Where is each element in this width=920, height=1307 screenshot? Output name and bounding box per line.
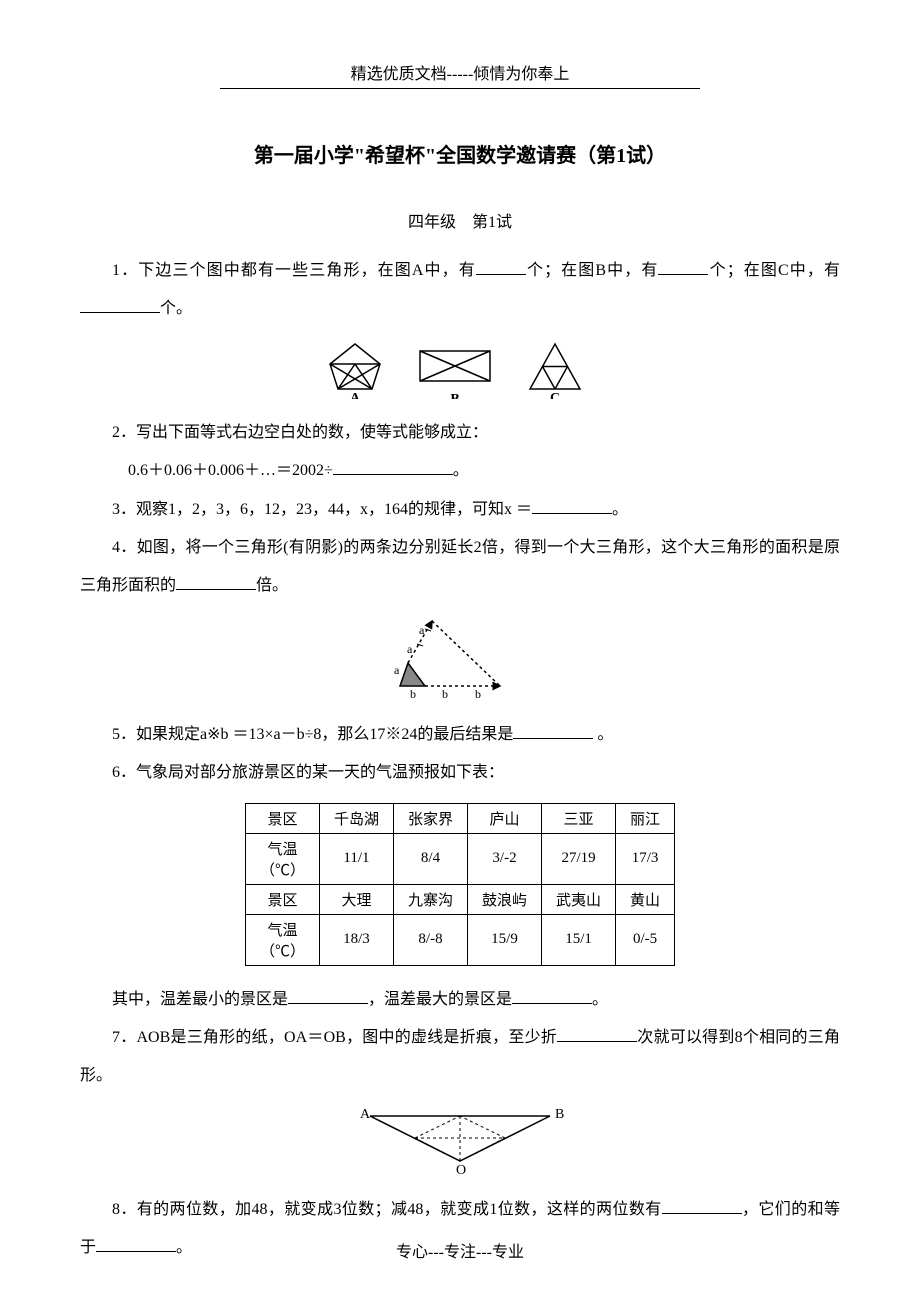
q6-text-b: 其中，温差最小的景区是 <box>112 991 288 1008</box>
blank-q1-a <box>476 259 526 275</box>
table-cell: 气温（℃） <box>245 914 319 965</box>
q7-text-a: 7．AOB是三角形的纸，OA＝OB，图中的虚线是折痕，至少折 <box>112 1029 557 1046</box>
table-cell: 景区 <box>245 803 319 833</box>
subtitle: 四年级 第1试 <box>80 208 840 232</box>
table-row: 景区 千岛湖 张家界 庐山 三亚 丽江 <box>245 803 674 833</box>
question-6b: 其中，温差最小的景区是 ，温差最大的景区是 。 <box>80 981 840 1019</box>
q5-text-b: 。 <box>593 726 613 743</box>
q1-text-c: 个；在图C中，有 <box>708 262 840 279</box>
blank-q7 <box>557 1026 637 1042</box>
q5-text-a: 5．如果规定a※b ＝13×a－b÷8，那么17※24的最后结果是 <box>112 726 513 743</box>
q6-text-c: ，温差最大的景区是 <box>368 991 512 1008</box>
svg-text:O: O <box>456 1163 466 1176</box>
page-header: 精选优质文档-----倾情为你奉上 <box>220 60 700 89</box>
table-cell: 15/9 <box>468 914 542 965</box>
blank-q1-b <box>658 259 708 275</box>
table-cell: 武夷山 <box>542 884 616 914</box>
figure-q4: a a a b b b <box>80 616 840 701</box>
q1-text-a: 1．下边三个图中都有一些三角形，在图A中，有 <box>112 262 476 279</box>
table-cell: 鼓浪屿 <box>468 884 542 914</box>
q1-text-d: 个。 <box>160 300 192 317</box>
svg-text:A: A <box>360 1107 371 1122</box>
q3-text-a: 3．观察1，2，3，6，12，23，44，x，164的规律，可知x ＝ <box>112 501 532 518</box>
table-cell: 张家界 <box>393 803 467 833</box>
table-cell: 8/-8 <box>393 914 467 965</box>
q2-text-b: 0.6＋0.06＋0.006＋…＝2002÷ <box>128 462 333 479</box>
temperature-table: 景区 千岛湖 张家界 庐山 三亚 丽江 气温（℃） 11/1 8/4 3/-2 … <box>245 803 675 966</box>
table-cell: 丽江 <box>616 803 675 833</box>
table-cell: 景区 <box>245 884 319 914</box>
extended-triangle-icon: a a a b b b <box>370 616 550 701</box>
blank-q6b <box>512 988 592 1004</box>
question-5: 5．如果规定a※b ＝13×a－b÷8，那么17※24的最后结果是 。 <box>80 716 840 754</box>
table-cell: 27/19 <box>542 833 616 884</box>
question-4: 4．如图，将一个三角形(有阴影)的两条边分别延长2倍，得到一个大三角形，这个大三… <box>80 529 840 606</box>
blank-q4 <box>176 574 256 590</box>
blank-q2 <box>333 459 453 475</box>
table-row: 景区 大理 九寨沟 鼓浪屿 武夷山 黄山 <box>245 884 674 914</box>
question-6a: 6．气象局对部分旅游景区的某一天的气温预报如下表： <box>80 754 840 792</box>
blank-q3 <box>532 498 612 514</box>
table-cell: 11/1 <box>319 833 393 884</box>
question-2b: 0.6＋0.06＋0.006＋…＝2002÷ 。 <box>80 452 840 490</box>
question-3: 3．观察1，2，3，6，12，23，44，x，164的规律，可知x ＝ 。 <box>80 491 840 529</box>
q6-text-d: 。 <box>592 991 608 1008</box>
q1-text-b: 个；在图B中，有 <box>526 262 659 279</box>
main-title: 第一届小学"希望杯"全国数学邀请赛（第1试） <box>80 139 840 168</box>
page-footer: 专心---专注---专业 <box>0 1238 920 1262</box>
svg-text:A: A <box>350 391 361 399</box>
svg-text:a: a <box>419 623 425 637</box>
page-content: 精选优质文档-----倾情为你奉上 第一届小学"希望杯"全国数学邀请赛（第1试）… <box>0 0 920 1307</box>
svg-text:a: a <box>394 663 400 677</box>
svg-text:C: C <box>550 391 560 399</box>
svg-text:B: B <box>555 1107 564 1122</box>
table-cell: 15/1 <box>542 914 616 965</box>
table-cell: 3/-2 <box>468 833 542 884</box>
blank-q6a <box>288 988 368 1004</box>
figure-q7: A B O <box>80 1106 840 1176</box>
blank-q5 <box>513 723 593 739</box>
q3-text-b: 。 <box>612 501 628 518</box>
table-row: 气温（℃） 11/1 8/4 3/-2 27/19 17/3 <box>245 833 674 884</box>
table-cell: 三亚 <box>542 803 616 833</box>
table-row: 气温（℃） 18/3 8/-8 15/9 15/1 0/-5 <box>245 914 674 965</box>
table-cell: 庐山 <box>468 803 542 833</box>
table-cell: 大理 <box>319 884 393 914</box>
table-cell: 0/-5 <box>616 914 675 965</box>
svg-text:B: B <box>450 392 459 399</box>
question-7: 7．AOB是三角形的纸，OA＝OB，图中的虚线是折痕，至少折次就可以得到8个相同… <box>80 1019 840 1096</box>
q2-text-c: 。 <box>453 462 469 479</box>
triangles-figure-icon: A B C <box>310 339 610 399</box>
q4-text-b: 倍。 <box>256 577 288 594</box>
table-cell: 千岛湖 <box>319 803 393 833</box>
svg-text:b: b <box>410 687 416 701</box>
question-1: 1．下边三个图中都有一些三角形，在图A中，有 个；在图B中，有 个；在图C中，有个。 <box>80 252 840 329</box>
table-cell: 黄山 <box>616 884 675 914</box>
table-cell: 17/3 <box>616 833 675 884</box>
blank-q1-c <box>80 297 160 313</box>
figure-q1: A B C <box>80 339 840 399</box>
table-cell: 8/4 <box>393 833 467 884</box>
table-cell: 气温（℃） <box>245 833 319 884</box>
svg-text:a: a <box>407 642 413 656</box>
table-cell: 18/3 <box>319 914 393 965</box>
blank-q8a <box>662 1198 742 1214</box>
svg-text:b: b <box>475 687 481 701</box>
table-cell: 九寨沟 <box>393 884 467 914</box>
question-2a: 2．写出下面等式右边空白处的数，使等式能够成立： <box>80 414 840 452</box>
q8-text-a: 8．有的两位数，加48，就变成3位数；减48，就变成1位数，这样的两位数有 <box>112 1201 662 1218</box>
svg-text:b: b <box>442 687 448 701</box>
fold-triangle-icon: A B O <box>350 1106 570 1176</box>
